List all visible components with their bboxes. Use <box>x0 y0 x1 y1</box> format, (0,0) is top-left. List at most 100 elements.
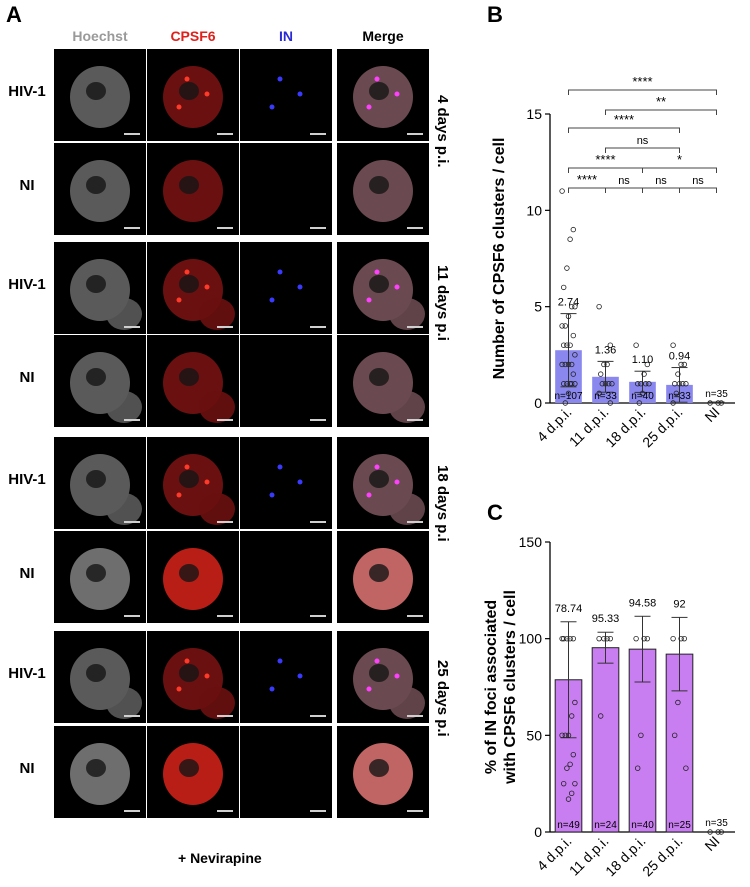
data-point <box>718 829 724 835</box>
data-point <box>560 284 567 291</box>
y-tick-label: 10 <box>526 202 542 218</box>
data-point <box>570 751 576 758</box>
data-point <box>715 400 721 406</box>
significance-label: **** <box>595 152 615 167</box>
data-point <box>597 713 604 719</box>
data-point <box>568 381 575 387</box>
chart-c-in-foci-percent: 0 50 100 150 % of IN foci associated with CPS… <box>483 534 735 880</box>
scale-bar <box>407 521 423 523</box>
significance-bracket <box>605 109 717 115</box>
data-point <box>707 829 713 835</box>
treatment-footer: + Nevirapine <box>178 850 262 866</box>
scale-bar <box>124 326 140 328</box>
micrograph-in <box>240 143 332 235</box>
data-point <box>601 635 607 642</box>
y-axis-label: Number of CPSF6 clusters / cell <box>491 138 508 380</box>
data-point <box>570 332 576 339</box>
scale-bar <box>407 227 423 229</box>
significance-label: ns <box>618 175 630 187</box>
row-label-ni: NI <box>19 565 35 582</box>
data-point <box>559 361 565 368</box>
data-point <box>601 361 607 368</box>
row-label-ni: NI <box>19 760 35 777</box>
x-tick-label: 18 d.p.i. <box>602 833 649 880</box>
data-point <box>639 390 646 397</box>
scale-bar <box>310 326 326 328</box>
data-point <box>564 635 570 642</box>
scale-bar <box>310 715 326 717</box>
scale-bar <box>124 133 140 135</box>
data-point <box>567 236 573 242</box>
data-point <box>572 780 578 787</box>
micrograph-in <box>240 242 332 334</box>
row-label-hiv-1: HIV-1 <box>8 83 46 100</box>
data-point <box>565 390 572 397</box>
micrograph-merge <box>337 143 429 235</box>
scale-bar <box>124 615 140 617</box>
scale-bar <box>217 615 233 617</box>
n-label: n=25 <box>668 820 691 831</box>
n-label: n=35 <box>705 389 728 400</box>
y-tick-label: 5 <box>534 299 542 315</box>
scale-bar <box>217 326 233 328</box>
data-point <box>599 381 605 387</box>
data-point <box>607 400 613 406</box>
data-point <box>560 780 567 787</box>
significance-label: **** <box>614 112 634 127</box>
data-point <box>607 342 613 348</box>
data-point <box>568 303 575 310</box>
micrograph-merge <box>337 631 429 723</box>
n-label: n=35 <box>705 818 728 829</box>
data-point <box>567 761 573 768</box>
data-point <box>568 790 575 797</box>
x-tick-label: 18 d.p.i. <box>602 404 649 451</box>
data-point <box>597 371 604 377</box>
data-point <box>646 381 652 387</box>
significance-bracket <box>568 89 717 95</box>
micrograph-in <box>240 335 332 427</box>
scale-bar <box>407 810 423 812</box>
data-point <box>675 371 681 377</box>
data-point <box>560 635 567 642</box>
data-point <box>676 381 683 387</box>
data-point <box>565 361 572 368</box>
micrograph-hoechst <box>54 242 146 334</box>
scale-bar <box>310 133 326 135</box>
scale-bar <box>310 227 326 229</box>
data-point <box>707 400 713 406</box>
scale-bar <box>217 810 233 812</box>
significance-label: ns <box>637 135 649 147</box>
data-point <box>596 635 602 642</box>
significance-bracket <box>568 127 680 133</box>
data-point <box>642 381 649 387</box>
data-point <box>565 732 572 739</box>
channel-header-hoechst: Hoechst <box>72 28 128 44</box>
data-point <box>559 732 565 739</box>
scale-bar <box>217 521 233 523</box>
micrograph-cpsf6 <box>147 437 239 529</box>
data-point <box>634 765 641 771</box>
n-label: n=24 <box>594 820 617 831</box>
micrograph-cpsf6 <box>147 242 239 334</box>
data-point <box>570 226 576 233</box>
significance-bracket <box>605 147 680 153</box>
micrograph-merge <box>337 335 429 427</box>
data-point <box>670 635 676 642</box>
data-point <box>564 342 570 348</box>
micrograph-in <box>240 437 332 529</box>
data-point <box>671 732 678 739</box>
panel-a-letter: A <box>6 2 22 27</box>
data-point <box>644 635 650 642</box>
data-point <box>633 342 639 348</box>
data-point <box>644 361 650 368</box>
scale-bar <box>407 715 423 717</box>
y-tick-label: 15 <box>526 106 542 122</box>
data-point <box>572 381 578 387</box>
data-point <box>673 390 679 397</box>
panel-b-letter: B <box>487 2 503 27</box>
significance-bracket <box>642 187 680 193</box>
scale-bar <box>407 133 423 135</box>
scale-bar <box>407 326 423 328</box>
micrograph-cpsf6 <box>147 143 239 235</box>
data-point <box>562 732 568 739</box>
